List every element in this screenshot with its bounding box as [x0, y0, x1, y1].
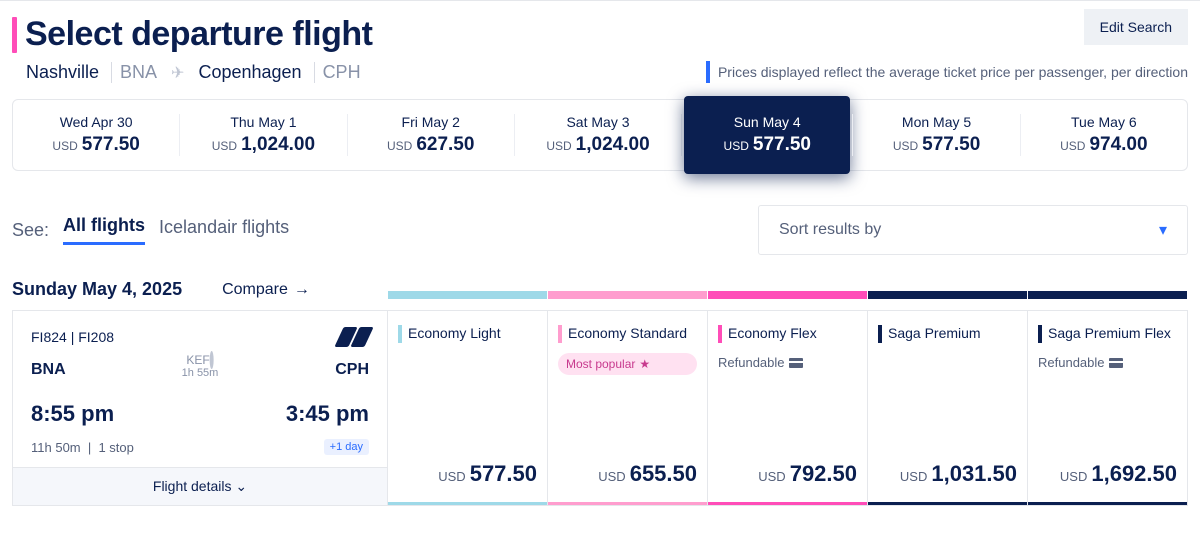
- date-cell-price: USD974.00: [1029, 134, 1179, 156]
- flight-card: FI824 | FI208 BNA KEF 1h 55m CPH 8:55 pm…: [12, 310, 388, 506]
- note-accent: [706, 61, 710, 83]
- dep-time: 8:55 pm: [31, 401, 114, 427]
- date-cell-label: Wed Apr 30: [21, 114, 171, 130]
- via-code: KEF: [186, 353, 209, 367]
- date-cell-price: USD1,024.00: [523, 134, 673, 156]
- fare-accent: [718, 325, 722, 343]
- compare-button[interactable]: Compare →: [222, 281, 310, 299]
- date-cell-label: Tue May 6: [1029, 114, 1179, 130]
- from-city: Nashville: [26, 62, 99, 83]
- fare-bottombar: [868, 502, 1027, 505]
- date-cell-label: Mon May 5: [861, 114, 1011, 130]
- chevron-down-icon: ⌄: [235, 478, 247, 494]
- fare-price: USD655.50: [548, 447, 707, 505]
- date-cell[interactable]: Fri May 2 USD627.50: [348, 100, 514, 170]
- fare-accent: [1038, 325, 1042, 343]
- date-cell-price: USD577.50: [21, 134, 171, 156]
- fare-cell[interactable]: Economy Light USD577.50: [388, 310, 548, 506]
- sort-select[interactable]: Sort results by ▾: [758, 205, 1188, 255]
- star-icon: ★: [639, 357, 650, 371]
- fare-bottombar: [388, 502, 547, 505]
- fare-name: Economy Flex: [708, 311, 867, 347]
- fare-price: USD792.50: [708, 447, 867, 505]
- date-cell[interactable]: Sun May 4 USD577.50: [684, 96, 850, 174]
- fare-topbar: [388, 291, 547, 299]
- date-cell[interactable]: Mon May 5 USD577.50: [853, 100, 1019, 170]
- date-heading: Sunday May 4, 2025: [12, 279, 182, 300]
- flight-numbers: FI824 | FI208: [31, 329, 114, 345]
- page-title: Select departure flight: [25, 15, 372, 54]
- fare-bottombar: [1028, 502, 1187, 505]
- date-cell[interactable]: Tue May 6 USD974.00: [1021, 100, 1187, 170]
- flight-details-label: Flight details: [153, 478, 232, 494]
- fare-cell[interactable]: Saga Premium USD1,031.50: [868, 310, 1028, 506]
- fare-cell[interactable]: Economy Standard Most popular ★ USD655.5…: [548, 310, 708, 506]
- date-cell-price: USD577.50: [692, 134, 842, 156]
- edit-search-button[interactable]: Edit Search: [1084, 9, 1188, 45]
- fare-topbar: [548, 291, 707, 299]
- date-cell-label: Thu May 1: [188, 114, 338, 130]
- dep-code: BNA: [31, 361, 66, 379]
- arr-time: 3:45 pm: [286, 401, 369, 427]
- arr-code: CPH: [335, 361, 369, 379]
- filter-carrier-flights[interactable]: Icelandair flights: [159, 217, 289, 244]
- to-code: CPH: [314, 62, 361, 83]
- date-cell[interactable]: Sat May 3 USD1,024.00: [515, 100, 681, 170]
- date-cell-label: Sun May 4: [692, 114, 842, 130]
- date-cell-label: Sat May 3: [523, 114, 673, 130]
- fare-bottombar: [548, 502, 707, 505]
- date-cell[interactable]: Thu May 1 USD1,024.00: [180, 100, 346, 170]
- fare-price: USD1,031.50: [868, 447, 1027, 505]
- date-cell-price: USD577.50: [861, 134, 1011, 156]
- fare-cell[interactable]: Saga Premium Flex Refundable USD1,692.50: [1028, 310, 1188, 506]
- fare-topbar: [708, 291, 867, 299]
- fare-name: Saga Premium Flex: [1028, 311, 1187, 347]
- see-label: See:: [12, 220, 49, 241]
- fare-topbar: [1028, 291, 1187, 299]
- stops: 1 stop: [98, 440, 133, 455]
- to-city: Copenhagen: [198, 62, 301, 83]
- date-cell-label: Fri May 2: [356, 114, 506, 130]
- total-duration: 11h 50m: [31, 440, 81, 455]
- refundable-badge: Refundable: [718, 355, 857, 370]
- fare-accent: [398, 325, 402, 343]
- fare-name: Economy Standard: [548, 311, 707, 347]
- arrow-right-icon: →: [294, 281, 310, 299]
- refundable-badge: Refundable: [1038, 355, 1177, 370]
- price-note: Prices displayed reflect the average tic…: [718, 64, 1188, 80]
- fare-name: Economy Light: [388, 311, 547, 347]
- caret-down-icon: ▾: [1159, 220, 1167, 240]
- fare-price: USD577.50: [388, 447, 547, 505]
- plane-icon: ✈: [171, 63, 184, 83]
- most-popular-badge: Most popular ★: [558, 353, 697, 375]
- filter-all-flights[interactable]: All flights: [63, 215, 145, 245]
- fare-cell[interactable]: Economy Flex Refundable USD792.50: [708, 310, 868, 506]
- fare-accent: [878, 325, 882, 343]
- compare-label: Compare: [222, 281, 288, 299]
- fare-name: Saga Premium: [868, 311, 1027, 347]
- date-cell-price: USD1,024.00: [188, 134, 338, 156]
- fare-accent: [558, 325, 562, 343]
- card-icon: [1109, 358, 1123, 368]
- date-cell[interactable]: Wed Apr 30 USD577.50: [13, 100, 179, 170]
- fare-price: USD1,692.50: [1028, 447, 1187, 505]
- from-code: BNA: [111, 62, 157, 83]
- fare-topbar: [868, 291, 1027, 299]
- fare-bottombar: [708, 502, 867, 505]
- flight-details-toggle[interactable]: Flight details ⌄: [13, 467, 387, 505]
- sort-label: Sort results by: [779, 221, 881, 239]
- card-icon: [789, 358, 803, 368]
- layover-duration: 1h 55m: [182, 367, 219, 379]
- plus-day-badge: +1 day: [324, 439, 369, 455]
- carrier-logo-icon: [339, 327, 369, 347]
- route-summary: Nashville BNA ✈ Copenhagen CPH: [26, 62, 372, 83]
- date-cell-price: USD627.50: [356, 134, 506, 156]
- date-strip: Wed Apr 30 USD577.50Thu May 1 USD1,024.0…: [12, 99, 1188, 171]
- title-accent: [12, 17, 17, 53]
